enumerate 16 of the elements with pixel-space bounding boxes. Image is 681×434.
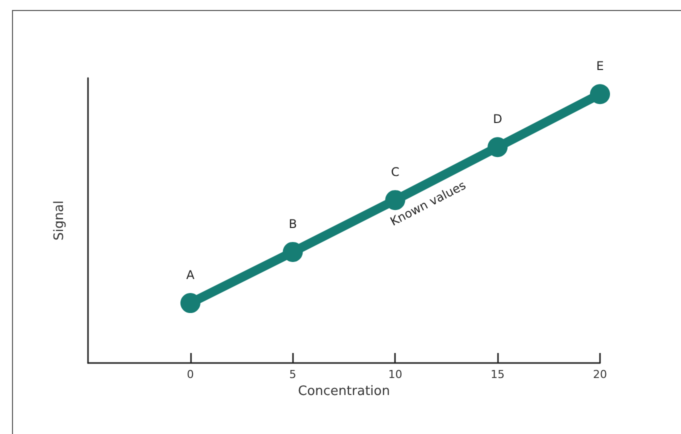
annotation: B	[288, 216, 297, 231]
point	[488, 137, 508, 158]
annotation: A	[186, 268, 196, 282]
x-tick-label: 0	[186, 368, 194, 381]
point	[590, 84, 610, 104]
x-tick-label: 20	[593, 368, 607, 381]
x-tick-label: 10	[388, 368, 402, 381]
point	[282, 242, 303, 262]
x-tick-label: 15	[490, 368, 505, 381]
x-axis-title: Concentration	[298, 384, 390, 399]
annotation: D	[492, 112, 502, 126]
y-axis-title: Signal	[52, 200, 67, 240]
x-tick-label: 5	[289, 368, 296, 381]
annotation: C	[391, 165, 400, 180]
point	[180, 293, 200, 314]
annotation: E	[596, 59, 604, 74]
